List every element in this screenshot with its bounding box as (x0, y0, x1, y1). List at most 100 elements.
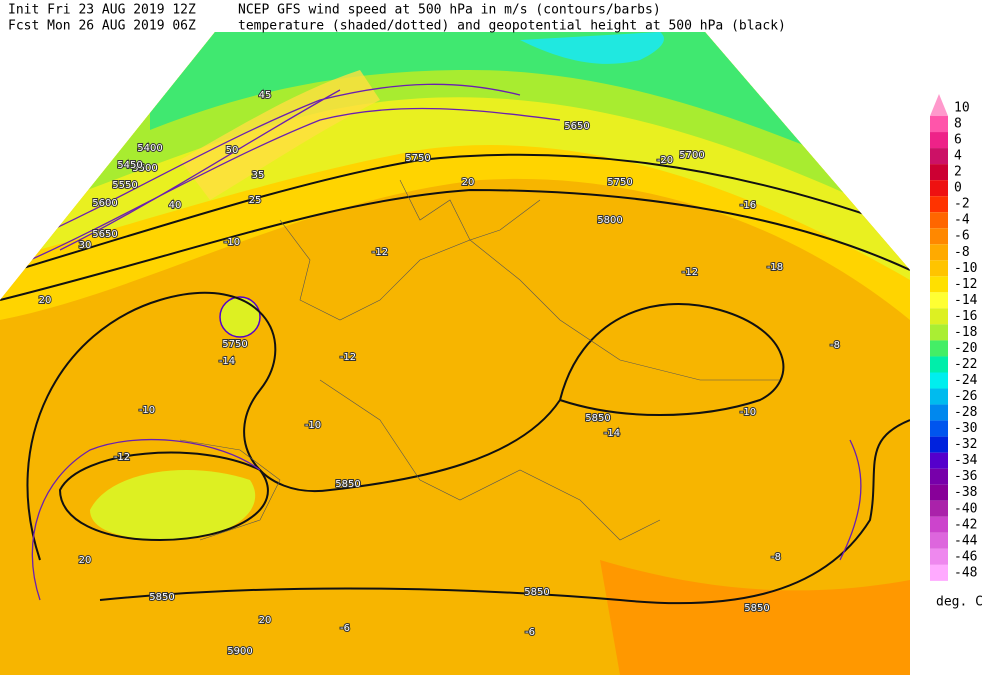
map-labels: 5750 5750 5800 5850 5850 5850 5850 5850 5900 5700… (38, 89, 841, 658)
map-label: 5600 (92, 198, 117, 209)
colorbar-label: -44 (954, 533, 978, 548)
colorbar-swatch (930, 516, 948, 533)
colorbar-swatch (930, 148, 948, 165)
map-label: -12 (114, 452, 130, 463)
colorbar-swatch (930, 324, 948, 341)
colorbar-swatch (930, 260, 948, 277)
colorbar-cap (930, 94, 948, 116)
map-label: -8 (771, 552, 781, 563)
colorbar-label: -42 (954, 517, 977, 532)
map-label: -14 (604, 428, 620, 439)
colorbar-swatch (930, 212, 948, 229)
colorbar-swatch (930, 436, 948, 453)
colorbar-label: -48 (954, 565, 977, 580)
map-label: 20 (259, 615, 272, 626)
colorbar-label: -16 (954, 309, 977, 324)
colorbar-label: -28 (954, 405, 977, 420)
colorbar-swatch (930, 468, 948, 485)
map-label: -12 (372, 247, 388, 258)
title-line-2: temperature (shaded/dotted) and geopoten… (238, 19, 786, 34)
colorbar: 1086420-2-4-6-8-10-12-14-16-18-20-22-24-… (930, 94, 978, 581)
map-label: -12 (682, 267, 698, 278)
colorbar-swatch (930, 308, 948, 325)
map-label: -6 (525, 627, 535, 638)
colorbar-swatch (930, 180, 948, 197)
colorbar-label: -14 (954, 293, 978, 308)
map-label: 5750 (222, 339, 247, 350)
colorbar-swatch (930, 116, 948, 133)
colorbar-swatch (930, 340, 948, 357)
colorbar-swatch (930, 244, 948, 261)
map-label: -20 (657, 155, 673, 166)
map-label: -14 (219, 356, 235, 367)
colorbar-swatch (930, 452, 948, 469)
map-label: 5400 (137, 143, 162, 154)
colorbar-swatch (930, 356, 948, 373)
map-label: 5850 (335, 479, 360, 490)
colorbar-label: -34 (954, 453, 978, 468)
map-label: 5550 (112, 180, 137, 191)
map-label: 45 (259, 90, 272, 101)
colorbar-label: 2 (954, 165, 962, 180)
colorbar-swatch (930, 564, 948, 581)
colorbar-swatch (930, 548, 948, 565)
colorbar-swatch (930, 196, 948, 213)
map-label: 5500 (132, 163, 157, 174)
colorbar-label: -18 (954, 325, 977, 340)
map-label: 20 (39, 295, 52, 306)
colorbar-label: 8 (954, 117, 962, 132)
map-label: 5800 (597, 215, 622, 226)
colorbar-label: -32 (954, 437, 977, 452)
colorbar-swatch (930, 484, 948, 501)
map-label: 30 (79, 240, 92, 251)
colorbar-swatch (930, 292, 948, 309)
map-label: 40 (169, 200, 182, 211)
map-label: -16 (740, 200, 756, 211)
colorbar-label: -30 (954, 421, 977, 436)
colorbar-label: -8 (954, 245, 970, 260)
map-label: 5650 (564, 121, 589, 132)
map-label: 20 (79, 555, 92, 566)
map-label: -6 (340, 623, 350, 634)
map-label: 5750 (405, 153, 430, 164)
map-label: 50 (226, 145, 239, 156)
colorbar-swatch (930, 164, 948, 181)
init-time: Init Fri 23 AUG 2019 12Z (8, 3, 196, 18)
forecast-time: Fcst Mon 26 AUG 2019 06Z (8, 19, 196, 34)
map-label: 20 (462, 177, 475, 188)
map-label: -12 (340, 352, 356, 363)
map-label: 5900 (227, 646, 252, 657)
map-label: 5850 (149, 592, 174, 603)
map-label: -10 (305, 420, 321, 431)
colorbar-swatch (930, 420, 948, 437)
map-label: -10 (139, 405, 155, 416)
map-label: -8 (830, 340, 840, 351)
colorbar-swatch (930, 132, 948, 149)
map-label: 5850 (524, 587, 549, 598)
colorbar-unit: deg. C (936, 595, 983, 610)
colorbar-swatch (930, 228, 948, 245)
colorbar-label: -46 (954, 549, 977, 564)
map-label: -10 (224, 237, 240, 248)
colorbar-swatch (930, 500, 948, 517)
colorbar-swatch (930, 276, 948, 293)
colorbar-label: -6 (954, 229, 970, 244)
colorbar-label: 6 (954, 133, 962, 148)
colorbar-swatch (930, 372, 948, 389)
colorbar-label: -24 (954, 373, 978, 388)
colorbar-label: -38 (954, 485, 977, 500)
colorbar-label: 4 (954, 149, 962, 164)
colorbar-label: -22 (954, 357, 977, 372)
colorbar-swatch (930, 532, 948, 549)
map-label: 5700 (679, 150, 704, 161)
colorbar-label: -36 (954, 469, 977, 484)
map-label: 35 (252, 170, 265, 181)
map-label: 5850 (744, 603, 769, 614)
colorbar-label: -10 (954, 261, 977, 276)
map-label: 5850 (585, 413, 610, 424)
map-label: -10 (740, 407, 756, 418)
colorbar-label: -4 (954, 213, 970, 228)
colorbar-label: -40 (954, 501, 977, 516)
map-label: 25 (249, 195, 262, 206)
colorbar-label: -26 (954, 389, 977, 404)
